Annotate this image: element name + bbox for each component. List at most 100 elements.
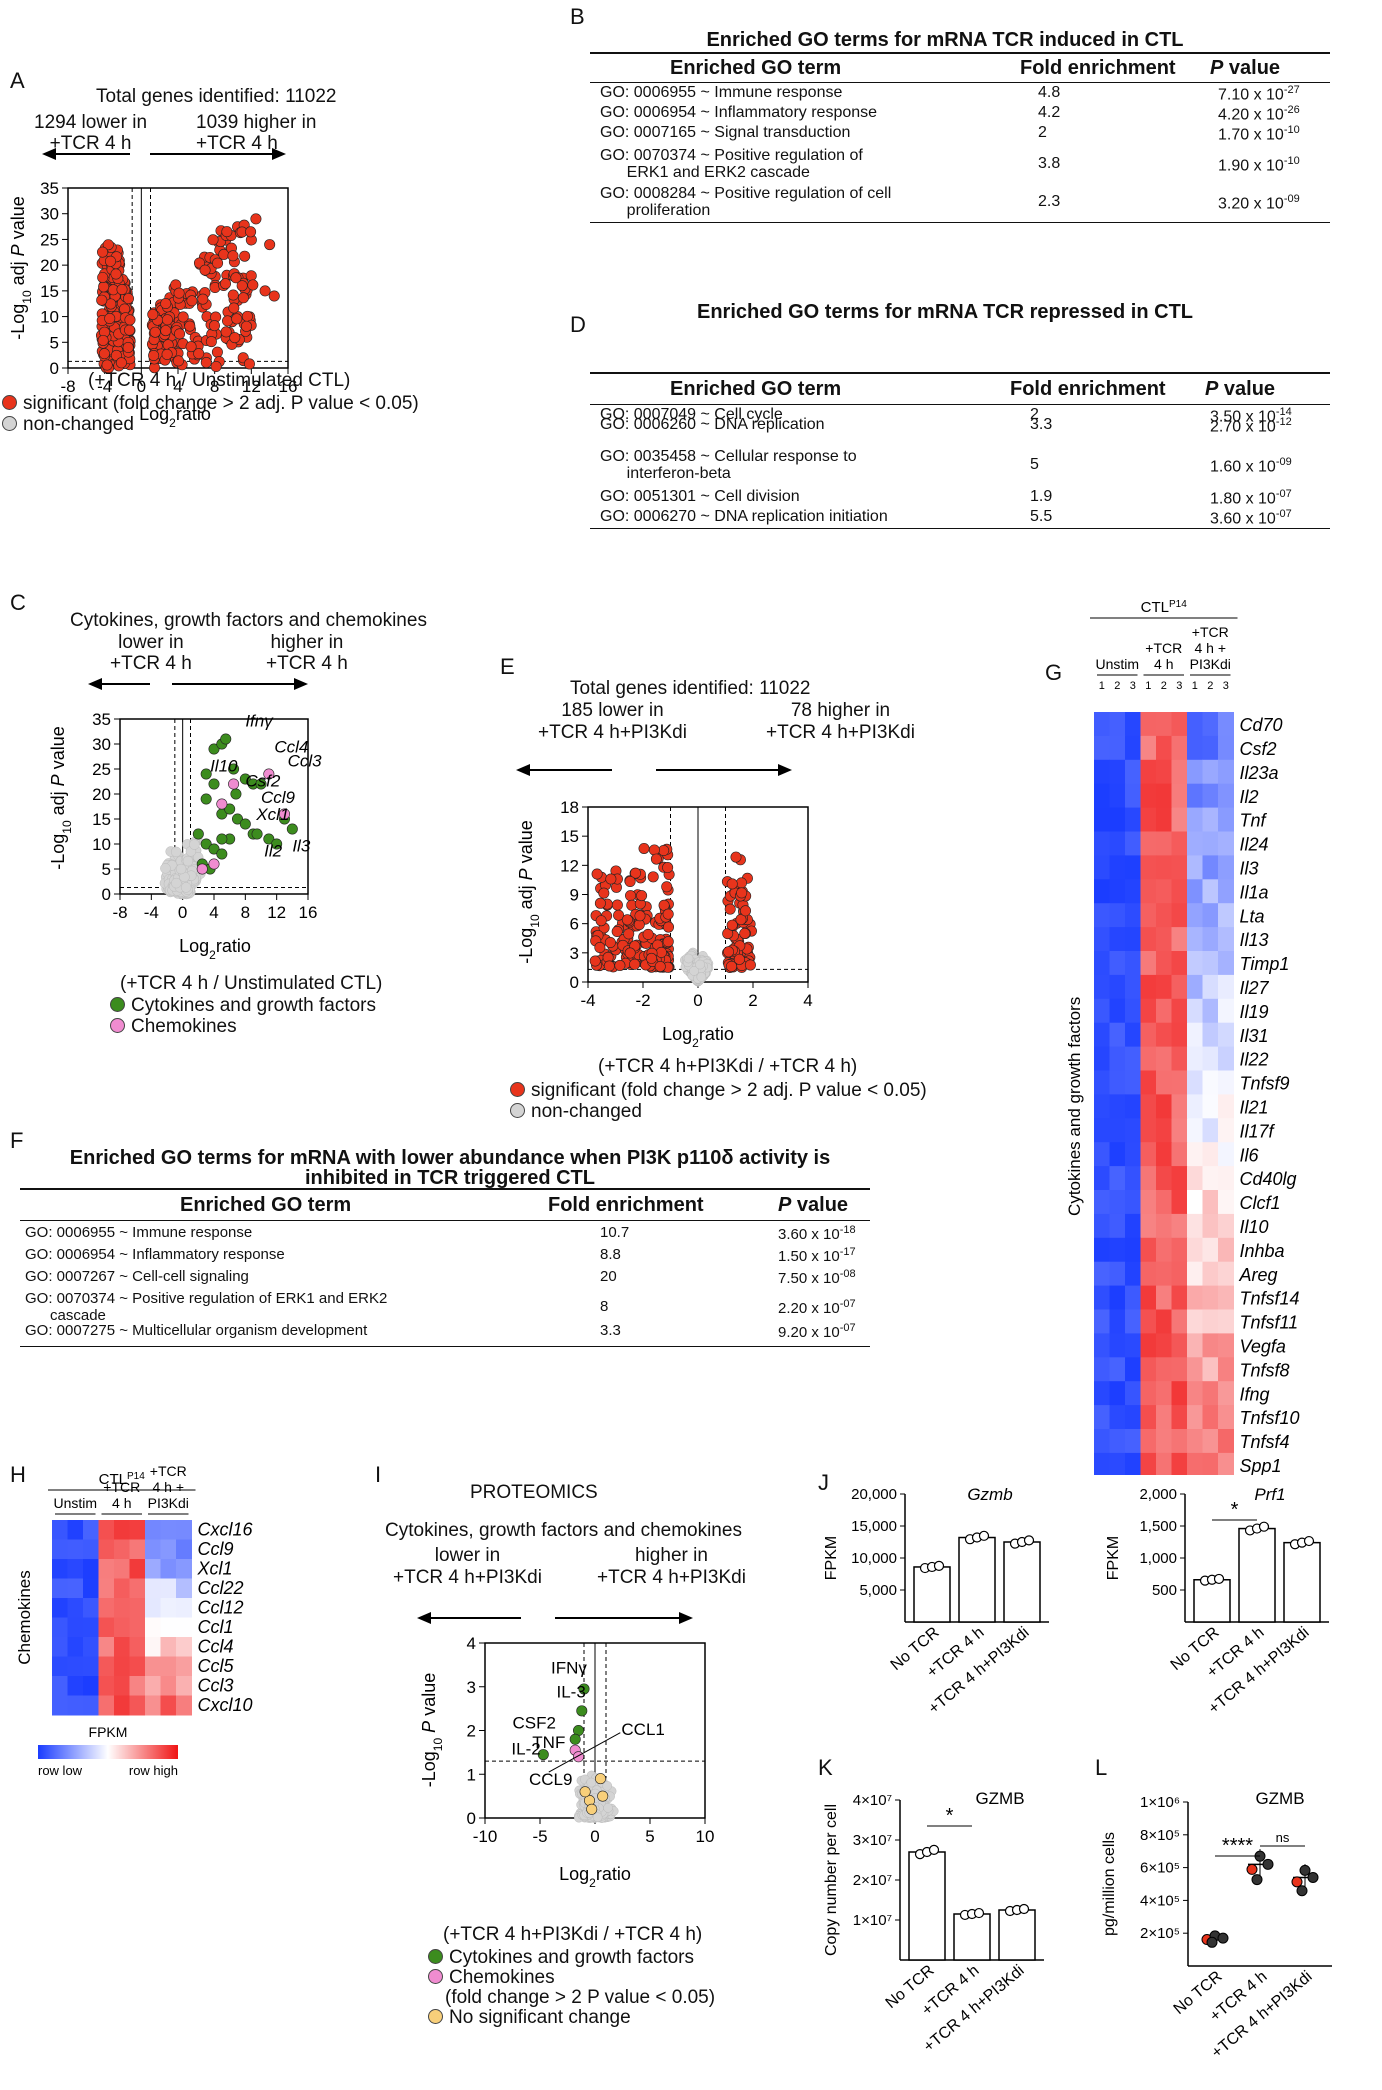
- heatmap-cell: [1125, 855, 1141, 880]
- heatmap-cell: [52, 1520, 68, 1540]
- sig-point: [650, 853, 662, 865]
- heatmap-cell: [1156, 1309, 1172, 1334]
- p-value-cell: 3.50 x 10-14: [1210, 406, 1292, 426]
- replicate-dot: [1217, 1932, 1229, 1944]
- header-p-value: P value: [778, 1194, 849, 1216]
- heatmap-cell: [1140, 1190, 1157, 1215]
- gene-label: Tnfsf14: [1240, 1289, 1300, 1309]
- y-tick-label: 20,000: [851, 1486, 897, 1503]
- p-value-cell: 7.10 x 10-27: [1218, 84, 1300, 104]
- sig-point: [736, 887, 748, 899]
- heatmap-cell: [1156, 1285, 1172, 1310]
- y-tick-label: 9: [570, 886, 579, 905]
- group-label: +TCR: [1192, 624, 1229, 640]
- heatmap-cell: [1125, 879, 1141, 904]
- heatmap-cell: [1156, 712, 1172, 737]
- heatmap-cell: [1140, 1237, 1157, 1263]
- p-value-cell: 4.20 x 10-26: [1218, 104, 1300, 124]
- sig-point: [160, 325, 172, 337]
- heatmap-cell: [67, 1539, 84, 1560]
- x-tick-label: 16: [299, 903, 318, 922]
- chemokine-point: [263, 768, 275, 780]
- heatmap-cell: [1109, 1190, 1126, 1215]
- heatmap-cell: [1156, 879, 1172, 904]
- heatmap-cell: [83, 1617, 99, 1638]
- heatmap-cell: [1202, 735, 1219, 761]
- heatmap-cell: [129, 1539, 146, 1560]
- heatmap-cell: [1125, 1452, 1141, 1475]
- p-value-exponent: -10: [1283, 155, 1300, 167]
- sig-point: [207, 234, 219, 246]
- sig-point: [228, 302, 240, 314]
- heatmap-cell: [176, 1617, 192, 1638]
- heatmap-cell: [1125, 735, 1141, 761]
- sig-point: [98, 348, 110, 360]
- heatmap-cell: [1094, 1022, 1110, 1048]
- cytokine-point: [576, 1705, 588, 1717]
- heatmap-cell: [1094, 831, 1110, 856]
- heatmap-cell: [1218, 1070, 1234, 1095]
- heatmap-cell: [1140, 974, 1157, 1000]
- replicate-label: 1: [1099, 680, 1105, 692]
- p-value-cell: 3.20 x 10-09: [1218, 193, 1300, 213]
- heatmap-cell: [1187, 855, 1203, 880]
- heatmap-cell: [176, 1520, 192, 1540]
- y-tick-label: 30: [40, 205, 59, 224]
- y-tick-label: 5: [50, 333, 59, 352]
- heatmap-cell: [145, 1539, 161, 1560]
- cytokine-point: [286, 823, 298, 835]
- heatmap-cell: [1094, 1190, 1110, 1215]
- heatmap-cell: [1140, 903, 1157, 928]
- heatmap-cell: [1218, 1285, 1234, 1310]
- sig-point: [102, 239, 114, 251]
- heatmap-cell: [1218, 1094, 1234, 1119]
- heatmap-cell: [1109, 1261, 1126, 1287]
- heatmap-cell: [129, 1656, 146, 1677]
- x-tick-label: -10: [473, 1827, 498, 1846]
- sig-point: [96, 294, 108, 306]
- heatmap-cell: [1125, 1285, 1141, 1310]
- heatmap-cell: [1202, 1429, 1219, 1454]
- gene-label: Tnfsf4: [1240, 1432, 1290, 1452]
- heatmap-cell: [1218, 759, 1234, 785]
- heatmap-cell: [1140, 855, 1157, 880]
- panel-i-title: PROTEOMICS: [470, 1482, 598, 1503]
- heatmap-cell: [67, 1598, 84, 1618]
- heatmap-cell: [1171, 1142, 1188, 1167]
- go-term-cell: GO: 0006260 ~ DNA replication: [600, 416, 825, 433]
- heatmap-cell: [1171, 712, 1188, 737]
- p-value-exponent: -27: [1283, 84, 1300, 96]
- panel-a-total: Total genes identified: 11022: [96, 86, 337, 107]
- heatmap-cell: [1125, 712, 1141, 737]
- heatmap-cell: [1187, 1309, 1203, 1334]
- fold-cell: 10.7: [600, 1224, 630, 1241]
- heatmap-cell: [114, 1559, 130, 1579]
- x-tick-label: 0: [590, 1827, 599, 1846]
- heatmap-cell: [1094, 1094, 1110, 1119]
- heatmap-cell: [1094, 1429, 1110, 1454]
- heatmap-cell: [129, 1695, 146, 1716]
- heatmap-cell: [1140, 831, 1157, 856]
- heatmap-cell: [1109, 1405, 1126, 1430]
- heatmap-cell: [1202, 1142, 1219, 1167]
- x-tick-label: 2: [748, 991, 757, 1010]
- x-tick-label: -8: [112, 903, 127, 922]
- gene-label: Cxcl16: [198, 1520, 254, 1540]
- sig-point: [723, 946, 735, 958]
- heatmap-cell: [129, 1676, 146, 1696]
- table-rule-header: [20, 1220, 870, 1221]
- panel-i-legend-note: (fold change > 2 P value < 0.05): [445, 1987, 716, 2008]
- heatmap-cell: [1218, 879, 1234, 904]
- heatmap-cell: [1187, 1046, 1203, 1071]
- group-label: 4 h +: [152, 1479, 184, 1495]
- replicate-label: 1: [1192, 680, 1198, 692]
- heatmap-cell: [1187, 831, 1203, 856]
- heatmap-cell: [160, 1617, 177, 1638]
- heatmap-cell: [52, 1578, 68, 1599]
- arrow-left-icon: [88, 678, 102, 690]
- yellow-dot-icon: [428, 2009, 443, 2024]
- pink-dot-icon: [428, 1969, 443, 1984]
- gene-label: Il3: [292, 837, 311, 856]
- table-rule-bottom: [590, 222, 1330, 223]
- group-label: Unstim: [1095, 656, 1139, 672]
